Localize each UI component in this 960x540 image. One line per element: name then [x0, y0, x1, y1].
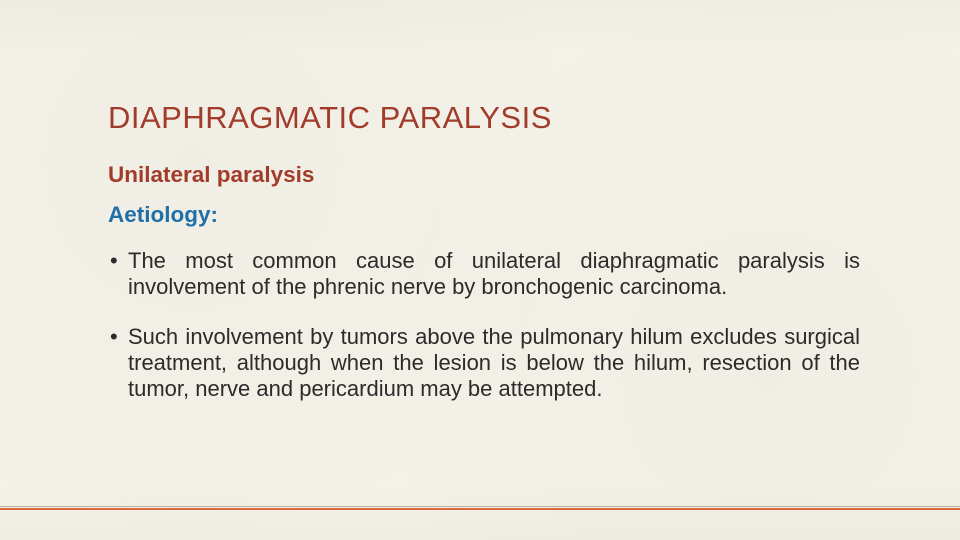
divider-thick [0, 508, 960, 510]
aetiology-label: Aetiology: [108, 202, 860, 228]
slide: DIAPHRAGMATIC PARALYSIS Unilateral paral… [0, 0, 960, 540]
divider-thin [0, 506, 960, 507]
bullet-item: Such involvement by tumors above the pul… [108, 324, 860, 402]
slide-title: DIAPHRAGMATIC PARALYSIS [108, 100, 860, 136]
subheading-unilateral: Unilateral paralysis [108, 162, 860, 188]
bullet-list: The most common cause of unilateral diap… [108, 248, 860, 402]
bullet-item: The most common cause of unilateral diap… [108, 248, 860, 300]
divider-rule [0, 506, 960, 510]
